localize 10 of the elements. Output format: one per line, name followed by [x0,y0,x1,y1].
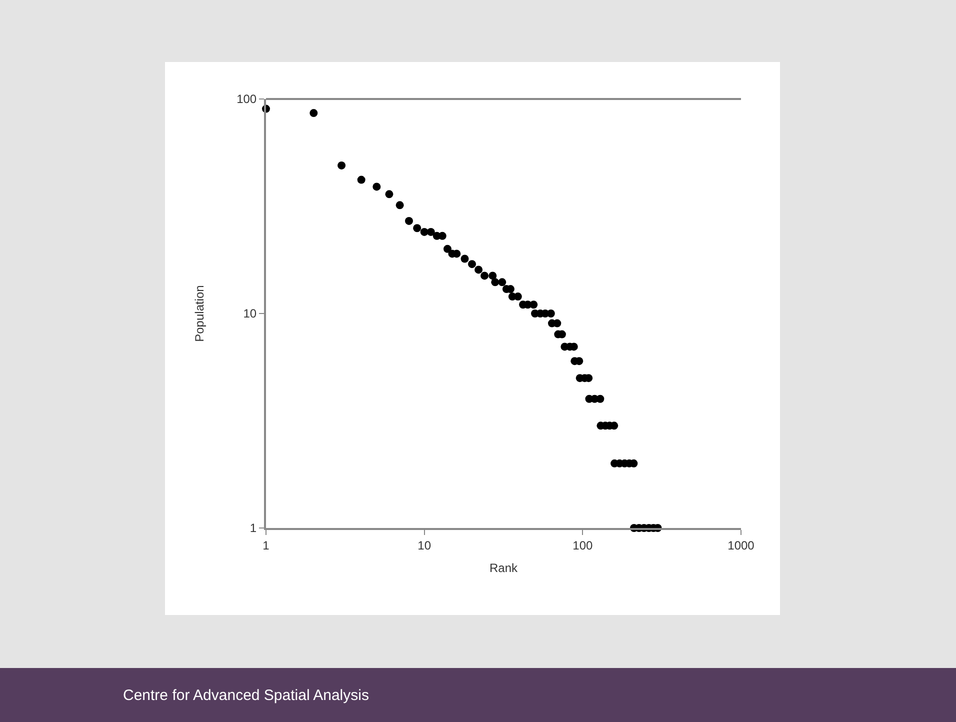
x-axis-title: Rank [489,560,519,575]
y-tick-label: 1 [250,521,257,536]
x-tick-label: 1000 [728,538,755,552]
text: Centre for Advanced Spatial Analysis [123,687,369,704]
x-tick-label: 10 [418,538,432,552]
y-tick-label: 100 [236,92,257,106]
y-axis-title: Population [192,285,206,342]
x-tick-label: 100 [572,538,593,552]
y-tick-label: 10 [243,306,257,321]
x-tick-label: 1 [262,538,270,552]
